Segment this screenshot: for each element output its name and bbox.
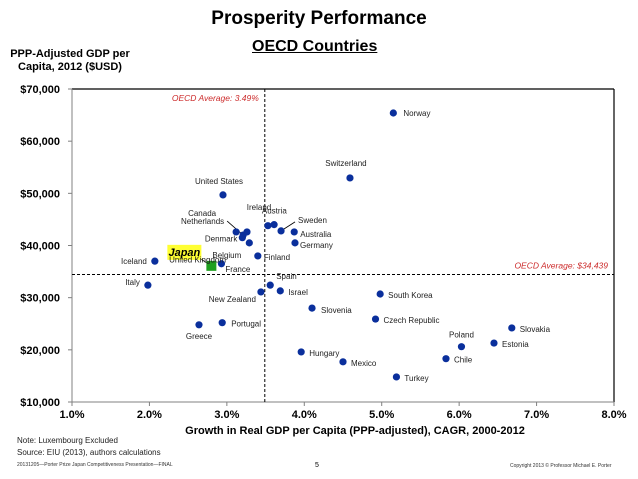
- data-point-slovakia: [508, 324, 516, 332]
- data-point-turkey: [392, 373, 401, 381]
- data-label-netherlands: Netherlands: [181, 217, 224, 226]
- data-label-australia: Australia: [300, 230, 332, 239]
- data-label-slovenia: Slovenia: [321, 306, 352, 315]
- x-average-label: OECD Average: 3.49%: [172, 93, 259, 103]
- data-point-hungary: [297, 348, 305, 356]
- data-label-canada: Canada: [188, 209, 217, 218]
- x-tick-label: 2.0%: [137, 409, 162, 421]
- footnote-source: Source: EIU (2013), authors calculations: [17, 448, 161, 457]
- y-tick-label: $10,000: [20, 397, 60, 409]
- y-axis-title: PPP-Adjusted GDP per Capita, 2012 ($USD): [10, 48, 130, 73]
- data-label-france: France: [225, 265, 250, 274]
- data-point-united-kingdom: [270, 221, 278, 229]
- data-label-south-korea: South Korea: [388, 291, 433, 300]
- data-point-australia: [290, 228, 298, 236]
- data-label-slovakia: Slovakia: [520, 325, 551, 334]
- data-label-ireland: Ireland: [247, 203, 271, 212]
- data-point-netherlands: [232, 228, 240, 236]
- data-label-italy: Italy: [125, 278, 140, 287]
- data-label-norway: Norway: [403, 109, 430, 118]
- data-label-iceland: Iceland: [121, 257, 147, 266]
- x-tick-label: 3.0%: [214, 409, 239, 421]
- x-tick-label: 6.0%: [447, 409, 472, 421]
- data-point-sweden: [277, 227, 285, 235]
- data-label-belgium: Belgium: [212, 251, 241, 260]
- data-label-greece: Greece: [186, 332, 213, 341]
- x-tick-label: 4.0%: [292, 409, 317, 421]
- data-point-new-zealand: [257, 288, 265, 296]
- data-point-czech-republic: [371, 315, 380, 323]
- data-label-estonia: Estonia: [502, 340, 529, 349]
- data-point-germany: [291, 239, 299, 247]
- x-tick-label: 8.0%: [601, 409, 626, 421]
- data-point-ireland: [243, 228, 251, 236]
- data-point-israel: [276, 287, 284, 295]
- data-label-new-zealand: New Zealand: [209, 295, 256, 304]
- data-label-portugal: Portugal: [231, 320, 261, 329]
- data-label-united-states: United States: [195, 177, 243, 186]
- data-point-mexico: [339, 358, 347, 366]
- data-label-austria: Austria: [262, 207, 287, 216]
- data-point-south-korea: [376, 290, 384, 298]
- data-point-france: [217, 260, 226, 268]
- footer-file-label: 20131205—Porter Prize Japan Competitiven…: [17, 462, 173, 468]
- data-point-united-states: [219, 191, 227, 199]
- data-point-poland: [457, 343, 466, 351]
- data-point-iceland: [151, 257, 159, 265]
- y-tick-label: $40,000: [20, 241, 60, 253]
- data-label-switzerland: Switzerland: [325, 159, 366, 168]
- data-label-denmark: Denmark: [205, 235, 238, 244]
- data-point-austria: [264, 222, 272, 230]
- y-tick-label: $30,000: [20, 293, 60, 305]
- data-label-finland: Finland: [264, 253, 290, 262]
- y-tick-label: $20,000: [20, 345, 60, 357]
- data-label-sweden: Sweden: [298, 216, 327, 225]
- data-point-slovenia: [308, 304, 316, 312]
- japan-label-bg: [167, 244, 202, 260]
- data-point-denmark: [238, 234, 246, 242]
- data-point-greece: [195, 321, 203, 329]
- data-label-hungary: Hungary: [309, 349, 339, 358]
- data-label-czech-republic: Czech Republic: [384, 316, 440, 325]
- data-point-switzerland: [346, 174, 354, 182]
- copyright: Copyright 2013 © Professor Michael E. Po…: [510, 463, 612, 469]
- data-label-spain: Spain: [276, 272, 296, 281]
- data-label-israel: Israel: [288, 288, 308, 297]
- data-point-chile: [442, 355, 450, 363]
- data-point-spain: [266, 281, 274, 289]
- x-axis-title: Growth in Real GDP per Capita (PPP-adjus…: [185, 425, 525, 437]
- data-point-norway: [389, 109, 397, 117]
- footnote-note: Note: Luxembourg Excluded: [17, 436, 118, 445]
- data-label-mexico: Mexico: [351, 359, 377, 368]
- chart-subtitle: OECD Countries: [252, 38, 378, 55]
- data-point-portugal: [218, 319, 226, 327]
- chart-title: Prosperity Performance: [211, 8, 427, 29]
- data-point-estonia: [490, 339, 498, 347]
- data-label-japan: Japan: [168, 247, 200, 259]
- page-number: 5: [315, 462, 319, 469]
- data-point-belgium: [245, 239, 253, 247]
- data-point-italy: [144, 281, 152, 289]
- data-label-poland: Poland: [449, 331, 474, 340]
- x-tick-label: 7.0%: [524, 409, 549, 421]
- x-tick-label: 5.0%: [369, 409, 394, 421]
- data-label-germany: Germany: [300, 241, 333, 250]
- data-label-united-kingdom: United Kingdom: [169, 256, 226, 265]
- y-average-label: OECD Average: $34,439: [514, 261, 608, 271]
- y-tick-label: $70,000: [20, 84, 60, 96]
- data-label-turkey: Turkey: [404, 374, 428, 383]
- x-tick-label: 1.0%: [59, 409, 84, 421]
- data-label-chile: Chile: [454, 356, 473, 365]
- y-tick-label: $50,000: [20, 188, 60, 200]
- y-tick-label: $60,000: [20, 136, 60, 148]
- data-point-japan: [206, 260, 217, 271]
- data-point-finland: [254, 252, 262, 260]
